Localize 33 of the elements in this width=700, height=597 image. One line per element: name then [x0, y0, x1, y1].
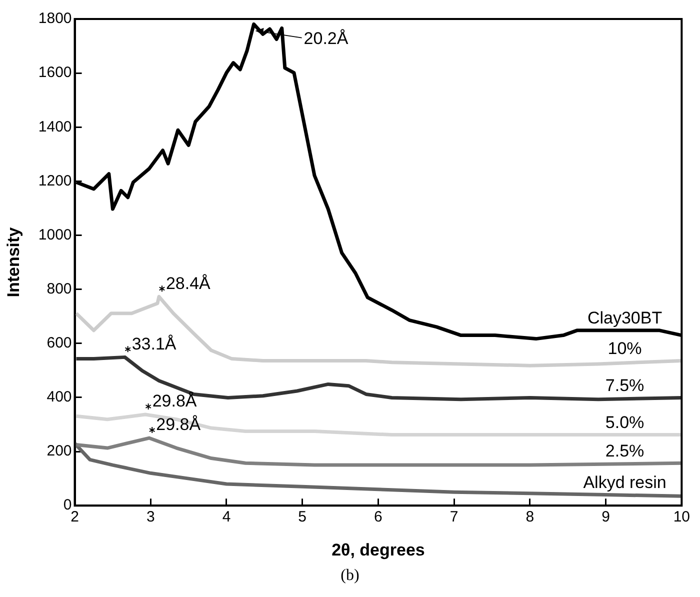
x-tick-label: 8 — [526, 508, 534, 526]
x-tick-label: 5 — [298, 508, 307, 526]
annotation: 33.1Å — [132, 334, 177, 354]
x-axis-title: 2θ, degrees — [332, 540, 425, 560]
y-tick-label: 1000 — [38, 226, 72, 244]
series-label: Clay30BT — [587, 308, 662, 328]
x-tick-label: 6 — [374, 508, 382, 526]
y-tick-label: 200 — [46, 442, 72, 460]
series-label: 7.5% — [605, 376, 644, 395]
annotation: 28.4Å — [166, 274, 212, 293]
x-tick-label: 4 — [222, 508, 231, 526]
y-tick-label: 1400 — [38, 118, 72, 136]
annotation: 20.2Å — [304, 29, 349, 48]
y-axis-title: Intensity — [4, 226, 23, 298]
x-tick-label: 7 — [450, 508, 458, 526]
series-label: Alkyd resin — [583, 472, 666, 492]
y-tick-label: 600 — [46, 334, 72, 352]
x-tick-label: 10 — [673, 508, 690, 526]
x-tick-label: 3 — [146, 508, 155, 526]
annotation: 29.8Å — [156, 415, 202, 434]
y-tick-label: 0 — [63, 496, 72, 514]
text: (b) — [340, 567, 360, 585]
y-tick-label: 1200 — [38, 172, 72, 190]
x-tick-label: 2 — [70, 508, 79, 526]
y-tick-label: 1600 — [38, 64, 72, 82]
annotation: 29.8Å — [152, 392, 198, 411]
series-label: 5.0% — [605, 412, 644, 432]
y-tick-label: 800 — [46, 280, 72, 298]
series-label: 10% — [608, 338, 642, 358]
series-label: 2.5% — [605, 441, 644, 460]
x-tick-label: 9 — [602, 508, 610, 526]
y-tick-label: 1800 — [38, 10, 72, 28]
y-tick-label: 400 — [46, 388, 72, 406]
